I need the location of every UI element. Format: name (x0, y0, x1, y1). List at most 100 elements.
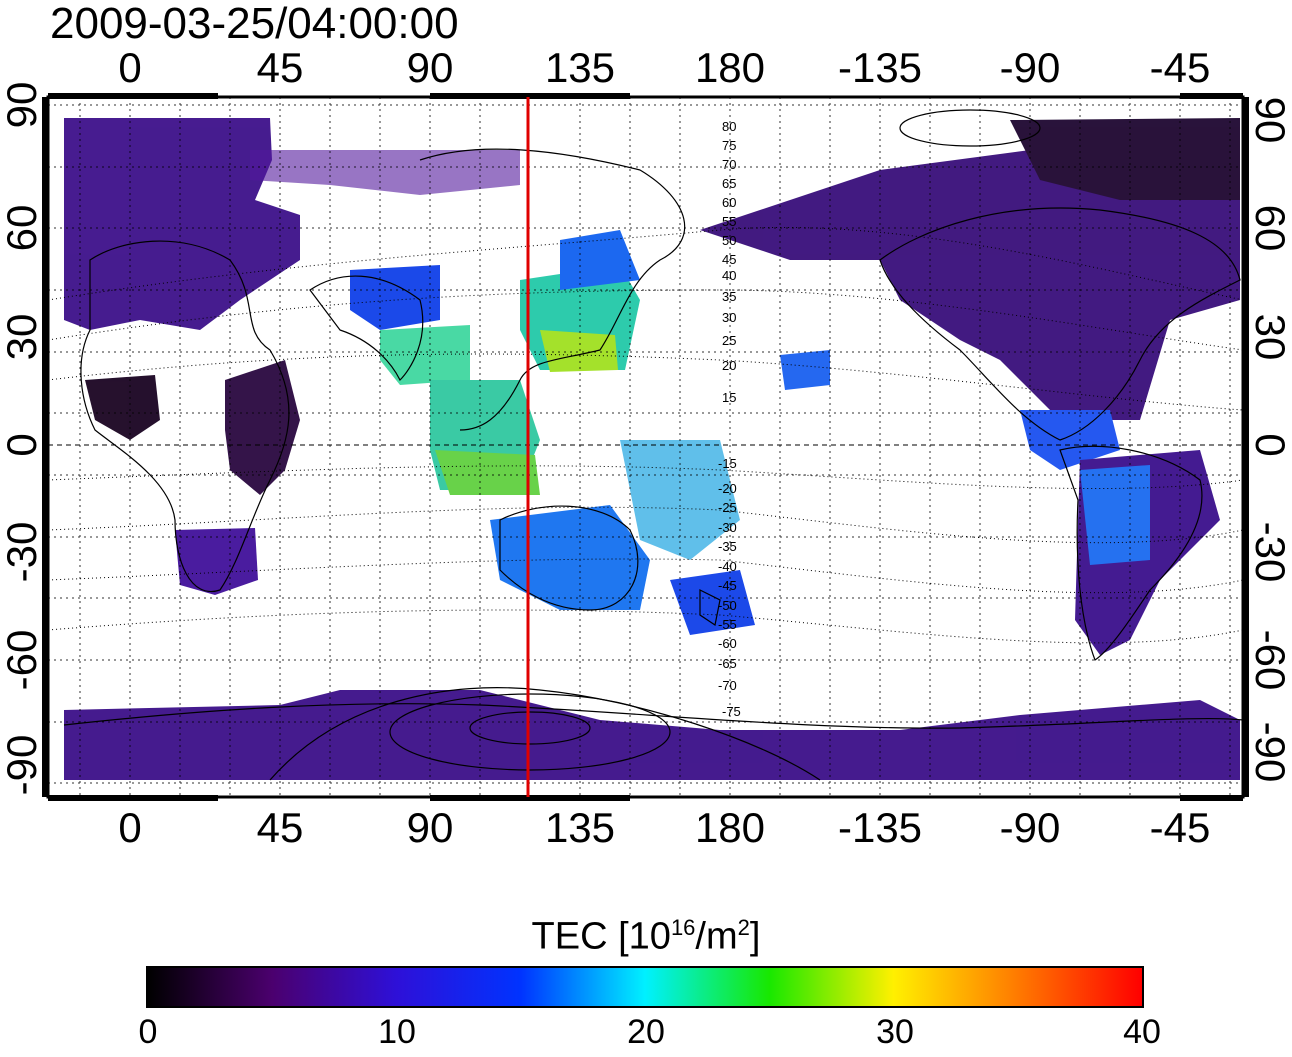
lat-label-left: -30 (0, 522, 45, 583)
lat-label-right: -90 (1247, 722, 1292, 783)
colorbar-tick-label: 40 (1123, 1013, 1161, 1051)
tec-region-north-china (560, 230, 640, 290)
contour-label: 35 (722, 289, 736, 304)
tec-map: 0 45 90 135 180 -135 -90 -45 0 45 90 135… (0, 44, 1292, 851)
tec-region-arctic-na (1010, 118, 1240, 200)
lat-label-right: -60 (1247, 630, 1292, 691)
lat-label-right: 0 (1247, 433, 1292, 456)
tec-region-india (350, 265, 440, 330)
lon-label-bottom: 45 (257, 804, 304, 851)
contour-label: 80 (722, 119, 736, 134)
tec-region-africa-east (225, 360, 300, 495)
contour-label: -30 (718, 520, 737, 535)
contour-label: -75 (722, 704, 741, 719)
tec-region-central-america (1020, 410, 1120, 470)
contour-label: 75 (722, 138, 736, 153)
bottom-lon-labels: 0 45 90 135 180 -135 -90 -45 (118, 804, 1210, 851)
lat-label-left: -90 (0, 735, 45, 796)
contour-label: -20 (718, 481, 737, 496)
contour-label: 55 (722, 214, 736, 229)
lon-label-top: 180 (695, 44, 765, 91)
tec-region-new-zealand (670, 570, 755, 635)
tec-region-north-america (700, 130, 1240, 420)
contour-label: -25 (718, 500, 737, 515)
colorbar-tick-label: 30 (876, 1013, 914, 1051)
lon-label-bottom: -90 (1000, 804, 1061, 851)
contour-label: -45 (718, 578, 737, 593)
right-lat-labels: 90 60 30 0 -30 -60 -90 (1247, 97, 1292, 783)
lat-label-left: -60 (0, 630, 45, 691)
contour-label: 70 (722, 157, 736, 172)
tec-data-regions (64, 118, 1240, 780)
colorbar-title-exp: 16 (670, 915, 696, 940)
lon-label-top: 90 (407, 44, 454, 91)
colorbar-tick-label: 20 (627, 1013, 665, 1051)
contour-label: -15 (718, 456, 737, 471)
tec-region-africa-west (85, 375, 160, 440)
contour-label: -40 (718, 559, 737, 574)
lat-label-right: 60 (1247, 205, 1292, 252)
lat-label-left: 0 (0, 433, 45, 456)
contour-label: 15 (722, 390, 736, 405)
coastlines (63, 148, 1244, 729)
colorbar-title-main: TEC [10 (531, 915, 671, 958)
contour-labels-south: -15 -20 -25 -30 -35 -40 -45 -50 -55 -60 … (718, 456, 741, 719)
lat-label-left: 60 (0, 205, 45, 252)
contour-label: -50 (718, 598, 737, 613)
tec-region-antarctica (64, 690, 1240, 780)
lon-label-top: -135 (838, 44, 922, 91)
lon-label-bottom: 90 (407, 804, 454, 851)
southern-contours (269, 109, 1041, 781)
contour-label: 65 (722, 176, 736, 191)
lon-label-top: -45 (1150, 44, 1211, 91)
lat-label-left: 90 (0, 82, 45, 129)
magnetic-contours (47, 226, 1244, 644)
lat-label-right: -30 (1247, 522, 1292, 583)
colorbar-tick-label: 10 (378, 1013, 416, 1051)
contour-label: -70 (718, 678, 737, 693)
lon-label-bottom: -45 (1150, 804, 1211, 851)
contour-label: 30 (722, 310, 736, 325)
tec-region-europe (64, 118, 300, 330)
contour-label: 20 (722, 358, 736, 373)
lon-label-top: 0 (118, 44, 141, 91)
contour-label: -55 (718, 617, 737, 632)
tec-region-china-hot (540, 330, 618, 372)
lat-label-right: 90 (1247, 97, 1292, 144)
tec-region-sa-north (1080, 465, 1150, 565)
contour-label: 50 (722, 233, 736, 248)
colorbar (146, 966, 1144, 1008)
map-title: 2009-03-25/04:00:00 (50, 0, 459, 48)
lon-label-bottom: 135 (545, 804, 615, 851)
lon-label-bottom: 0 (118, 804, 141, 851)
colorbar-title: TEC [1016/m2] (0, 906, 1292, 959)
tec-region-north-asia (250, 150, 520, 195)
top-lon-labels: 0 45 90 135 180 -135 -90 -45 (118, 44, 1210, 91)
colorbar-title-end: ] (749, 915, 761, 958)
lon-label-bottom: -135 (838, 804, 922, 851)
lon-label-bottom: 180 (695, 804, 765, 851)
tec-region-south-africa (175, 528, 258, 595)
colorbar-tick-label: 0 (138, 1013, 158, 1051)
contour-label: 60 (722, 195, 736, 210)
colorbar-title-unit: /m (695, 915, 738, 958)
lon-label-top: 45 (257, 44, 304, 91)
lat-label-left: 30 (0, 314, 45, 361)
contour-label: 45 (722, 252, 736, 267)
graticule (48, 97, 1243, 797)
contour-labels-north: 80 75 70 65 60 55 50 45 40 35 30 25 20 1… (722, 119, 736, 405)
tec-region-hawaii (780, 350, 830, 390)
lat-label-right: 30 (1247, 314, 1292, 361)
contour-label: -65 (718, 656, 737, 671)
tec-region-indonesia (435, 450, 540, 495)
left-lat-labels: 90 60 30 0 -30 -60 -90 (0, 82, 45, 796)
contour-label: 25 (722, 333, 736, 348)
lon-label-top: 135 (545, 44, 615, 91)
colorbar-title-exp2: 2 (737, 915, 750, 940)
map-axis-bars (42, 93, 1249, 801)
contour-label: -60 (718, 636, 737, 651)
contour-label: -35 (718, 539, 737, 554)
tec-region-india-south (380, 325, 470, 385)
lon-label-top: -90 (1000, 44, 1061, 91)
tec-region-australia (490, 505, 650, 610)
